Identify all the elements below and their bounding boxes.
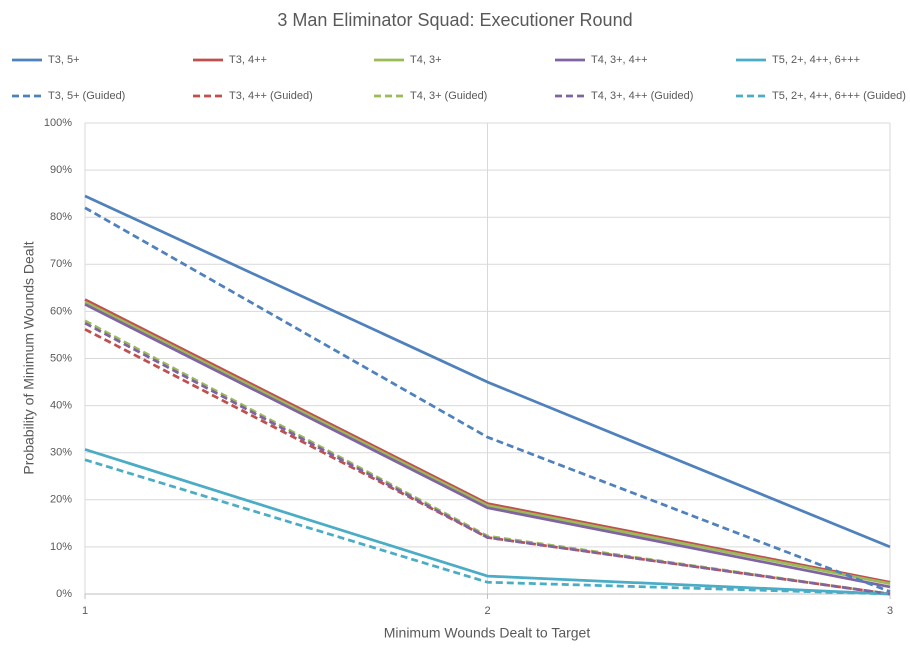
legend-label: T3, 4++ (Guided) xyxy=(229,90,313,102)
legend-label: T5, 2+, 4++, 6+++ xyxy=(772,54,860,66)
legend-label: T3, 5+ xyxy=(48,54,80,66)
y-tick-label: 0% xyxy=(56,588,72,600)
series-line xyxy=(84,300,891,585)
series-line xyxy=(84,206,891,593)
series-line xyxy=(84,298,891,584)
y-axis-label: Probability of Minimum Wounds Dealt xyxy=(21,241,37,474)
legend-label: T4, 3+ (Guided) xyxy=(410,90,487,102)
y-tick-label: 80% xyxy=(50,211,72,223)
legend-label: T3, 4++ xyxy=(229,54,267,66)
y-tick-label: 100% xyxy=(44,117,72,129)
legend-label: T3, 5+ (Guided) xyxy=(48,90,125,102)
legend-label: T4, 3+ xyxy=(410,54,442,66)
chart-title: 3 Man Eliminator Squad: Executioner Roun… xyxy=(277,10,632,30)
y-tick-label: 70% xyxy=(50,258,72,270)
y-tick-label: 90% xyxy=(50,164,72,176)
y-tick-label: 40% xyxy=(50,400,72,412)
series-line xyxy=(84,194,891,549)
y-tick-label: 10% xyxy=(50,541,72,553)
y-tick-label: 60% xyxy=(50,305,72,317)
x-tick-label: 2 xyxy=(484,605,490,617)
legend-label: T4, 3+, 4++ xyxy=(591,54,648,66)
x-axis-label: Minimum Wounds Dealt to Target xyxy=(384,625,591,641)
y-tick-label: 20% xyxy=(50,494,72,506)
y-tick-label: 30% xyxy=(50,447,72,459)
y-tick-label: 50% xyxy=(50,352,72,364)
legend-label: T4, 3+, 4++ (Guided) xyxy=(591,90,693,102)
series-line xyxy=(84,448,891,596)
series-line xyxy=(84,303,891,589)
x-tick-label: 1 xyxy=(82,605,88,617)
legend-label: T5, 2+, 4++, 6+++ (Guided) xyxy=(772,90,906,102)
series-line xyxy=(84,458,891,596)
x-tick-label: 3 xyxy=(887,605,893,617)
series-line xyxy=(84,321,891,596)
